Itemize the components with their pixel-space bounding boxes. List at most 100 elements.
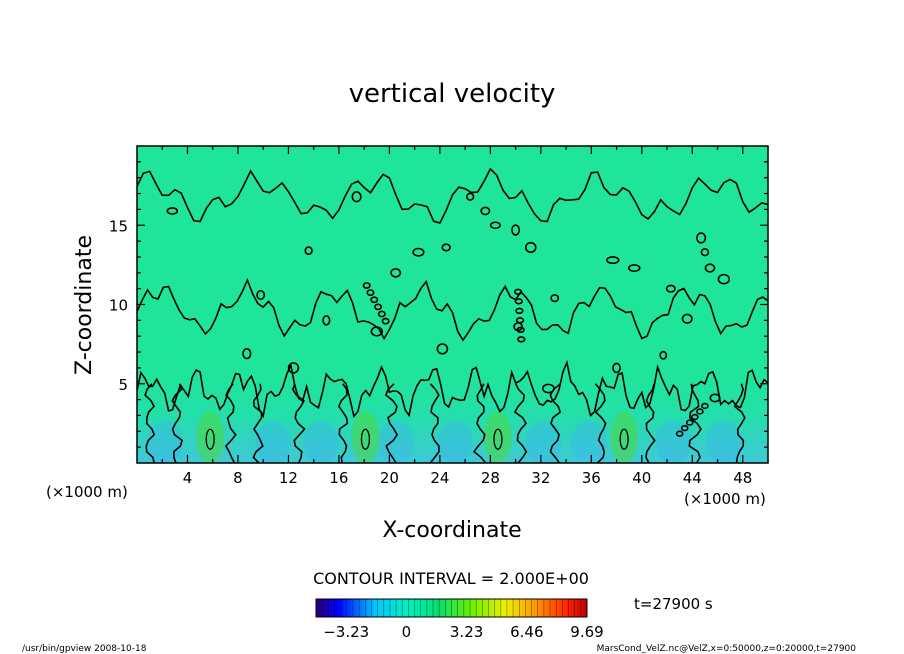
contour-loop	[675, 430, 684, 437]
contour-interval-label: CONTOUR INTERVAL = 2.000E+00	[313, 569, 589, 588]
contour-loop	[681, 313, 693, 324]
contour-line	[384, 383, 399, 463]
contour-line	[472, 383, 487, 463]
x-tick-label: 44	[683, 469, 702, 487]
colorbar: −3.23 0 3.23 6.46 9.69	[315, 598, 604, 641]
updraft-core-contour	[619, 428, 629, 450]
contour-line	[513, 383, 528, 463]
contour-loop	[665, 284, 676, 293]
colorbar-tick-label: 0	[402, 623, 412, 641]
contour-loop	[517, 336, 526, 343]
contour-line	[252, 383, 264, 463]
contour-loop	[441, 243, 451, 252]
contour-loop	[377, 310, 386, 318]
downdraft-region	[377, 420, 414, 463]
contour-loop	[412, 247, 425, 257]
downdraft-region	[525, 420, 562, 463]
contour-line	[137, 278, 768, 342]
contour-loop	[550, 294, 560, 303]
downdraft-region	[705, 420, 742, 463]
downdraft-region	[255, 420, 292, 463]
contour-loop	[612, 362, 621, 374]
x-unit-right: (×1000 m)	[684, 490, 766, 508]
contour-loop	[696, 408, 704, 415]
contour-loop	[680, 424, 689, 432]
x-tick-label: 12	[279, 469, 298, 487]
downdraft-region	[437, 420, 474, 463]
plot-area	[136, 145, 769, 464]
contour-loop	[370, 326, 383, 337]
contour-loop	[700, 248, 710, 257]
updraft-core-contour	[493, 428, 503, 450]
field-background	[137, 146, 768, 463]
contour-loop	[370, 296, 379, 304]
time-label: t=27900 s	[634, 595, 713, 613]
y-tick-label: 10	[109, 297, 128, 315]
contour-line	[171, 383, 184, 463]
x-tick-label: 24	[430, 469, 449, 487]
contour-loop	[489, 221, 501, 230]
contour-loop	[691, 413, 699, 421]
contour-line	[144, 383, 156, 463]
contour-loop	[287, 362, 300, 374]
x-tick-label: 40	[632, 469, 651, 487]
downdraft-region	[303, 420, 340, 463]
x-tick-label: 16	[329, 469, 348, 487]
x-tick-label: 32	[531, 469, 550, 487]
contour-loop	[685, 419, 694, 426]
x-unit-left: (×1000 m)	[46, 483, 128, 501]
contour-loop	[606, 256, 620, 265]
contour-line	[291, 383, 306, 463]
contour-loop	[513, 288, 523, 296]
x-axis-label: X-coordinate	[382, 518, 521, 543]
contour-loop	[242, 347, 252, 360]
colorbar-tick-label: 6.46	[510, 623, 543, 641]
contour-line	[594, 383, 607, 463]
colorbar-tick-label: −3.23	[323, 623, 369, 641]
contour-loop	[717, 273, 731, 285]
contour-loop	[516, 326, 525, 334]
contour-loop	[362, 282, 371, 289]
contour-line	[337, 383, 349, 463]
contour-loop	[627, 264, 641, 272]
updraft-core-contour	[360, 428, 371, 450]
contour-line	[429, 383, 440, 463]
colorbar-tick-label: 9.69	[570, 623, 603, 641]
contour-line	[549, 383, 562, 463]
y-axis-label: Z-coordinate	[72, 235, 97, 375]
x-tick-label: 36	[582, 469, 601, 487]
contour-line	[688, 383, 702, 463]
y-tick-label: 15	[109, 217, 128, 235]
contour-loop	[304, 246, 313, 256]
y-tick-label: 5	[118, 376, 128, 394]
x-tick-label: 48	[733, 469, 752, 487]
contour-loop	[524, 241, 537, 253]
x-tick-label: 28	[481, 469, 500, 487]
contour-loop	[696, 232, 707, 244]
contour-loop	[709, 393, 721, 403]
footer-left: /usr/bin/gpview 2008-10-18	[22, 644, 147, 654]
contour-loop	[366, 289, 375, 297]
downdraft-region	[655, 420, 692, 463]
updraft-region	[483, 411, 512, 463]
updraft-region	[196, 411, 225, 463]
contour-line	[224, 383, 237, 463]
contour-loop	[322, 315, 331, 326]
contour-loop	[436, 343, 449, 355]
contour-loop	[659, 350, 668, 360]
contour-loop	[166, 207, 179, 215]
contour-loop	[374, 303, 383, 311]
updraft-region	[610, 411, 639, 463]
contour-loop	[542, 383, 555, 394]
downdraft-region	[570, 420, 607, 463]
contour-loop	[351, 191, 362, 203]
contour-loop	[390, 267, 402, 278]
contour-loop	[511, 224, 521, 236]
contour-loop	[381, 317, 390, 325]
contour-loop	[466, 192, 475, 201]
footer-right: MarsCond_VelZ.nc@VelZ,x=0:50000,z=0:2000…	[597, 644, 857, 654]
x-tick-label: 4	[183, 469, 193, 487]
contour-loop	[704, 263, 716, 273]
updraft-region	[351, 411, 380, 463]
